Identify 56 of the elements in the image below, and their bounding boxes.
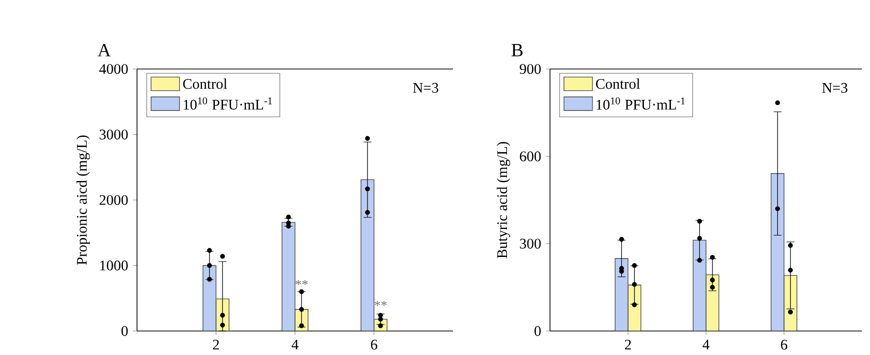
- point: [299, 289, 304, 294]
- x-tick-label: 2: [624, 340, 631, 350]
- annotation: **: [374, 301, 387, 306]
- point: [710, 284, 715, 290]
- y-tick-label: 4000: [99, 64, 128, 74]
- point: [299, 306, 304, 312]
- point: [365, 186, 370, 192]
- y-axis-title: Propionic aicd (mg/L): [76, 135, 90, 265]
- point: [207, 263, 212, 268]
- chart-title: A: [98, 44, 111, 56]
- point: [365, 136, 370, 141]
- point: [220, 312, 225, 318]
- y-tick-label: 1000: [100, 260, 128, 270]
- point: [697, 236, 702, 241]
- x-tick-label: 6: [780, 340, 788, 350]
- point: [788, 310, 793, 314]
- y-tick-label: 0: [122, 326, 128, 336]
- point: [220, 322, 225, 328]
- x-tick-label: 2: [212, 340, 219, 350]
- point: [299, 323, 304, 328]
- point: [207, 248, 212, 253]
- y-tick-label: 0: [534, 326, 541, 336]
- chart-title: B: [512, 44, 523, 56]
- x-tick-label: 4: [702, 340, 710, 350]
- legend-label: 10$^{10}$ PFU·mL$^{-1}$: [596, 97, 685, 110]
- point: [697, 218, 702, 224]
- y-tick-label: 2000: [100, 195, 128, 205]
- point: [697, 258, 702, 263]
- point: [619, 236, 624, 242]
- point: [365, 210, 370, 215]
- legend-label: 10$^{10}$ PFU·mL$^{-1}$: [184, 97, 272, 110]
- point: [632, 302, 637, 308]
- point: [710, 254, 715, 260]
- point: [788, 268, 793, 273]
- x-tick-label: 4: [292, 340, 298, 350]
- point: [207, 276, 212, 282]
- point: [632, 282, 637, 287]
- annotation: **: [296, 280, 308, 285]
- y-tick-label: 900: [520, 64, 541, 74]
- legend-label: Control: [596, 78, 640, 89]
- point: [775, 206, 780, 212]
- point: [632, 263, 637, 268]
- y-axis-title: Butyric acid (mg/L): [496, 142, 510, 258]
- y-tick-label: 300: [520, 238, 541, 249]
- x-tick-label: 6: [370, 340, 378, 350]
- point: [710, 278, 715, 282]
- point: [378, 316, 383, 322]
- point: [775, 100, 780, 106]
- point: [220, 254, 225, 259]
- point: [286, 214, 291, 220]
- annotation: N=3: [413, 82, 438, 93]
- point: [788, 243, 793, 248]
- annotation: N=3: [822, 82, 848, 93]
- y-tick-label: 3000: [100, 130, 128, 140]
- legend-label: Control: [183, 78, 228, 89]
- y-tick-label: 600: [520, 151, 541, 162]
